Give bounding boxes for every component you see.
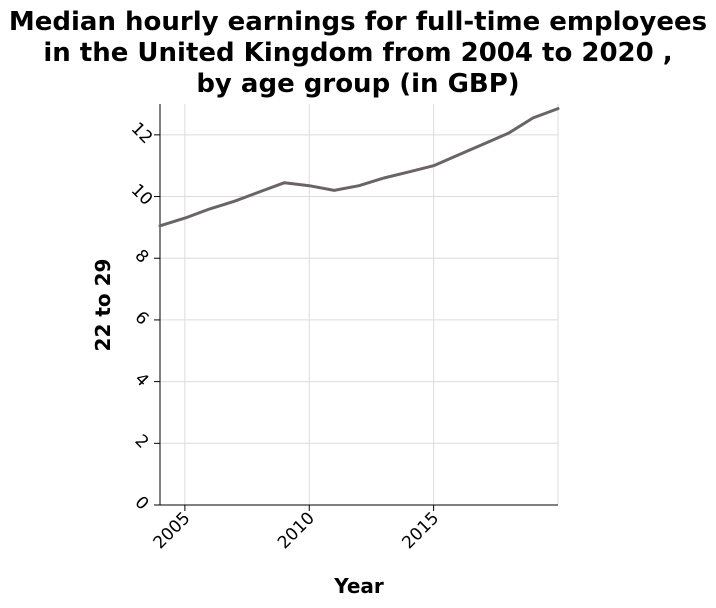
chart-title-line-2: in the United Kingdom from 2004 to 2020 … bbox=[43, 38, 672, 68]
x-tick-label-2015: 2015 bbox=[398, 508, 443, 553]
chart-title-line-1: Median hourly earnings for full-time emp… bbox=[9, 7, 707, 37]
series-layer bbox=[158, 107, 560, 228]
y-tick-label-0: 0 bbox=[131, 493, 153, 515]
series-line-0 bbox=[158, 107, 560, 228]
x-tick-label-2010: 2010 bbox=[274, 508, 319, 553]
y-axis-label: 22 to 29 bbox=[91, 259, 115, 352]
chart-title: Median hourly earnings for full-time emp… bbox=[9, 7, 707, 99]
chart-title-line-3: by age group (in GBP) bbox=[196, 69, 519, 99]
y-tick-label-6: 6 bbox=[131, 307, 153, 329]
gridlines bbox=[160, 104, 559, 505]
y-tick-label-4: 4 bbox=[131, 369, 153, 391]
y-tick-label-8: 8 bbox=[131, 246, 153, 268]
y-tick-label-10: 10 bbox=[127, 180, 156, 209]
x-tick-label-2005: 2005 bbox=[150, 508, 195, 553]
y-tick-label-2: 2 bbox=[131, 431, 153, 453]
x-axis-label: Year bbox=[333, 574, 384, 598]
axes bbox=[154, 104, 558, 511]
y-tick-label-12: 12 bbox=[127, 119, 156, 148]
